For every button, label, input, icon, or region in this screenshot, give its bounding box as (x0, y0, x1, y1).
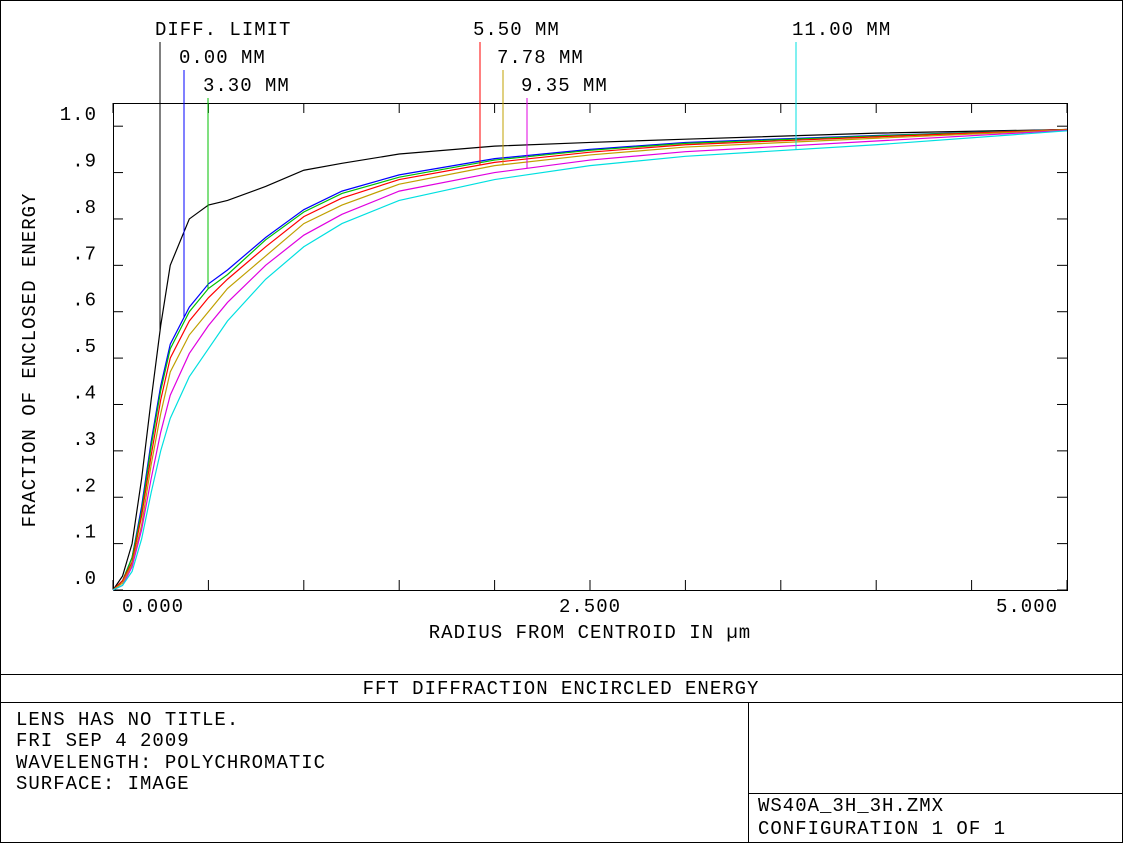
legend-label: 3.30 MM (203, 75, 290, 97)
series-line (112, 129, 1068, 591)
file-name: WS40A_3H_3H.ZMX (758, 795, 944, 817)
y-tick-label: .8 (72, 197, 97, 219)
y-tick-label: 1.0 (60, 104, 97, 126)
legend-label: 5.50 MM (473, 19, 560, 41)
series-line (112, 129, 1068, 591)
configuration: CONFIGURATION 1 OF 1 (758, 818, 1006, 840)
series-line (112, 128, 1068, 591)
y-tick-label: .9 (72, 151, 97, 173)
y-tick-label: .0 (72, 568, 97, 590)
x-tick-label: 0.000 (122, 596, 184, 618)
info-line: WAVELENGTH: POLYCHROMATIC (16, 752, 326, 774)
legend-label: 11.00 MM (792, 19, 891, 41)
info-line: FRI SEP 4 2009 (16, 730, 190, 752)
footer-title: FFT DIFFRACTION ENCIRCLED ENERGY (363, 678, 760, 700)
legend-label: 0.00 MM (179, 47, 266, 69)
x-tick-label: 2.500 (559, 596, 621, 618)
y-tick-label: .1 (72, 522, 97, 544)
y-axis-label: FRACTION OF ENCLOSED ENERGY (19, 193, 41, 528)
legend-label: DIFF. LIMIT (155, 19, 291, 41)
y-tick-label: .2 (72, 475, 97, 497)
series-line (112, 130, 1068, 591)
series-line (112, 128, 1068, 591)
plot-frame (113, 103, 1068, 591)
y-tick-label: .7 (72, 243, 97, 265)
y-tick-label: .3 (72, 429, 97, 451)
y-tick-label: .6 (72, 290, 97, 312)
x-axis-label: RADIUS FROM CENTROID IN µm (429, 622, 751, 644)
info-line: LENS HAS NO TITLE. (16, 709, 239, 731)
series-line (112, 128, 1068, 591)
x-tick-label: 5.000 (996, 596, 1058, 618)
info-line: SURFACE: IMAGE (16, 773, 190, 795)
series-line (112, 128, 1068, 591)
legend-label: 9.35 MM (521, 75, 608, 97)
y-tick-label: .4 (72, 382, 97, 404)
legend-label: 7.78 MM (497, 47, 584, 69)
y-tick-label: .5 (72, 336, 97, 358)
